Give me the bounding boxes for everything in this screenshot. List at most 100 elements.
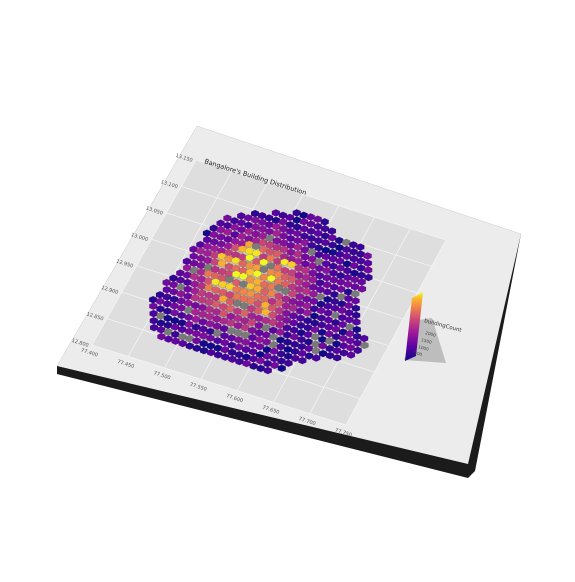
- hex-bin: [237, 232, 247, 241]
- hex-bin: [324, 330, 334, 338]
- hex-bin: [364, 273, 373, 282]
- hex-bin: [300, 225, 309, 233]
- hex-bin: [239, 287, 249, 296]
- hex-bin: [275, 321, 285, 329]
- hex-bin: [276, 343, 286, 351]
- hex-bin: [184, 320, 194, 329]
- hex-bin: [339, 349, 349, 357]
- hex-bin: [302, 280, 311, 289]
- hex-bin: [309, 290, 318, 298]
- legend-colorbar: [405, 292, 423, 361]
- hex-bin: [263, 366, 273, 375]
- hex-bin: [273, 264, 282, 272]
- hex-bin: [176, 269, 185, 277]
- hex-bin: [221, 353, 230, 361]
- hex-bin: [262, 331, 271, 339]
- hexbin-layer: [148, 209, 373, 375]
- hex-bin: [226, 297, 235, 306]
- hex-bin: [357, 285, 367, 293]
- hex-bin: [246, 289, 256, 298]
- hex-bin: [210, 244, 219, 253]
- hex-bin: [228, 355, 237, 364]
- hex-bin: [343, 273, 352, 282]
- hex-bin: [297, 349, 307, 358]
- hex-bin: [337, 306, 347, 315]
- hex-bin: [329, 276, 339, 284]
- hex-bin: [184, 306, 193, 315]
- hex-bin: [191, 301, 200, 310]
- hex-bin: [162, 278, 171, 287]
- y-axis-ticks: 12.800 12.850 12.900 12.950 13.000 13.050 13.1…: [71, 153, 193, 349]
- hex-bin: [296, 307, 305, 315]
- hex-bin: [211, 286, 221, 294]
- hex-bin: [289, 304, 298, 313]
- hex-bin: [328, 234, 337, 242]
- hex-bin: [212, 300, 221, 309]
- hex-bin: [317, 314, 326, 322]
- legend-tick-label: 500: [414, 350, 423, 357]
- hex-bin: [266, 254, 275, 263]
- hex-bin: [335, 250, 344, 259]
- hex-bin: [316, 300, 326, 308]
- hex-bin: [242, 353, 251, 361]
- y-tick-label: 12.850: [86, 311, 104, 322]
- hex-bin: [345, 323, 354, 331]
- hex-bin: [349, 241, 358, 249]
- hex-bin: [343, 266, 352, 275]
- hex-bin: [279, 245, 289, 254]
- hex-bin: [304, 352, 314, 360]
- hex-bin: [357, 278, 366, 286]
- hex-bin: [205, 312, 214, 321]
- hex-bin: [338, 320, 347, 329]
- hex-bin: [227, 348, 237, 357]
- hex-bin: [164, 328, 173, 336]
- hex-bin: [290, 347, 300, 356]
- hex-bin: [299, 217, 309, 226]
- hex-bin: [155, 291, 165, 299]
- hex-bin: [253, 284, 262, 293]
- hex-bin: [234, 350, 244, 359]
- hex-bin: [185, 327, 194, 336]
- hex-bin: [252, 249, 261, 257]
- hex-bin: [262, 345, 272, 354]
- hex-bin: [248, 348, 258, 356]
- hex-bin: [190, 273, 199, 281]
- hex-bin: [306, 220, 316, 228]
- y-tick-label: 12.900: [100, 285, 118, 296]
- hex-bin: [318, 335, 327, 344]
- hex-bin: [261, 316, 271, 325]
- hex-bin: [339, 334, 348, 343]
- hex-bin: [335, 236, 344, 245]
- hex-bin: [298, 356, 307, 365]
- y-tick-label: 13.150: [175, 153, 193, 164]
- hex-bin: [332, 346, 342, 355]
- legend-tick-label: 1500: [421, 337, 433, 345]
- hex-bin: [274, 299, 284, 308]
- hex-bin: [157, 332, 166, 341]
- hex-bin: [202, 229, 212, 238]
- hex-bin: [212, 308, 221, 316]
- hex-bin: [204, 277, 213, 285]
- hex-bin: [289, 326, 299, 335]
- hex-bin: [232, 292, 242, 301]
- hex-bin: [342, 245, 351, 254]
- hex-bin: [231, 256, 240, 265]
- hex-bin: [316, 292, 325, 301]
- hex-bin: [290, 340, 299, 349]
- hex-bin: [274, 283, 283, 292]
- hex-bin: [230, 223, 239, 232]
- hex-bin: [332, 354, 342, 362]
- hex-bin: [353, 339, 362, 348]
- hex-bin: [170, 302, 179, 310]
- hex-bin: [244, 214, 253, 222]
- hex-bin: [296, 321, 306, 330]
- hex-bin: [189, 245, 198, 254]
- hex-bin: [343, 280, 353, 289]
- hex-bin: [238, 259, 248, 268]
- hex-bin: [323, 288, 332, 296]
- hex-bin: [262, 338, 271, 346]
- hex-bin: [267, 274, 276, 283]
- hex-bin: [198, 310, 207, 319]
- hex-bin: [293, 250, 303, 258]
